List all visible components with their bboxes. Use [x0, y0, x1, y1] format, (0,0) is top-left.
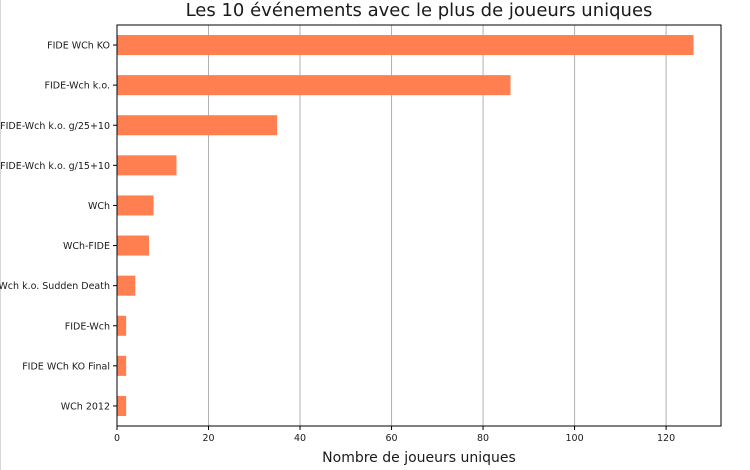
bar [117, 235, 150, 256]
x-tick-label: 120 [657, 433, 675, 444]
y-tick-label: FIDE WCh KO Final [22, 361, 110, 372]
bars [117, 35, 694, 416]
bar [117, 195, 154, 216]
x-tick-label: 60 [385, 433, 397, 444]
x-axis-label: Nombre de joueurs uniques [322, 450, 516, 466]
bar [117, 75, 511, 96]
x-tick-label: 80 [477, 433, 489, 444]
x-axis-ticks: 0 20 40 60 80 100 120 [114, 426, 675, 444]
y-tick-label: WCh [88, 201, 110, 212]
y-tick-label: WCh-FIDE [63, 241, 110, 252]
x-tick-label: 100 [566, 433, 584, 444]
x-tick-label: 40 [294, 433, 306, 444]
y-tick-label: FIDE-Wch k.o. g/25+10 [0, 121, 110, 132]
y-tick-label: WCh 2012 [61, 401, 110, 412]
bar [117, 115, 278, 136]
y-tick-label: FIDE-Wch k.o. g/15+10 [0, 161, 110, 172]
bar [117, 275, 136, 296]
bar [117, 35, 694, 56]
x-tick-label: 0 [114, 433, 120, 444]
y-tick-label: FIDE-Wch k.o. [45, 81, 110, 92]
y-tick-label: FIDE-Wch [65, 321, 110, 332]
chart-title: Les 10 événements avec le plus de joueur… [186, 0, 653, 21]
y-tick-label: FIDE WCh KO [47, 41, 110, 52]
bar [117, 395, 127, 416]
bar [117, 155, 177, 176]
bar [117, 315, 127, 336]
y-tick-label: FIDE-Wch k.o. Sudden Death [0, 281, 110, 292]
x-tick-label: 20 [202, 433, 214, 444]
y-axis-ticks: FIDE WCh KO FIDE-Wch k.o. FIDE-Wch k.o. g/… [0, 41, 117, 412]
plot-area-border [116, 24, 722, 427]
bar [117, 355, 127, 376]
